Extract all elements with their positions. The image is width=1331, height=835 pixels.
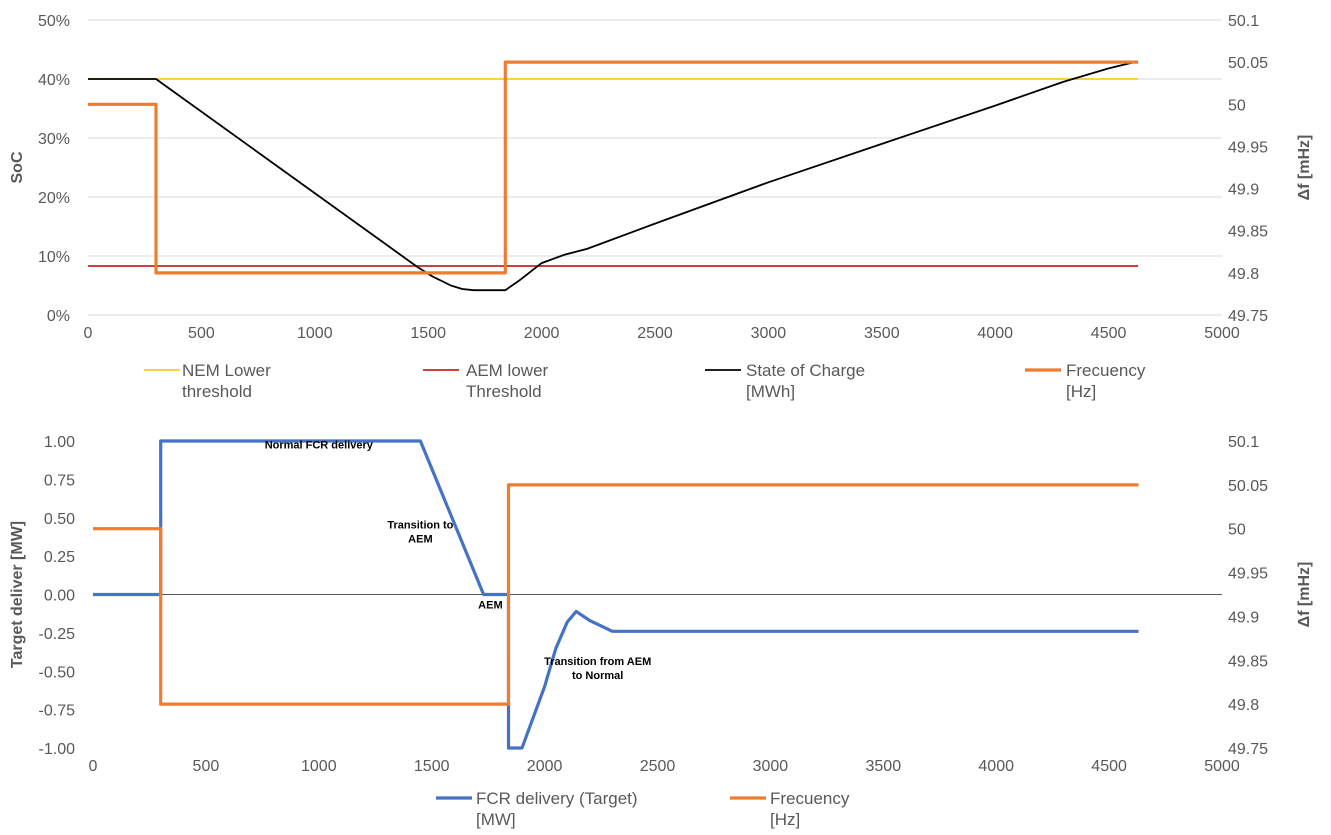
series-line (88, 60, 1139, 292)
x-tick-label: 4500 (1091, 758, 1127, 775)
y2-tick-label: 49.85 (1228, 653, 1268, 670)
y2-tick-label: 50.1 (1228, 13, 1259, 30)
x-tick-label: 2500 (640, 758, 676, 775)
y-tick-label: -0.75 (39, 703, 76, 720)
annotation: Transition from AEM to Normal (544, 656, 651, 682)
x-tick-label: 2500 (637, 325, 673, 342)
x-tick-label: 4000 (978, 758, 1014, 775)
legend-label-line: [MWh] (746, 382, 795, 401)
y-tick-label: 0.50 (44, 511, 75, 528)
y-tick-label: 0.00 (44, 588, 75, 605)
annotation-line: Transition from AEM (544, 656, 651, 668)
x-tick-label: 1000 (301, 758, 337, 775)
y-tick-label: 30% (38, 131, 70, 148)
x-tick-label: 3000 (753, 758, 789, 775)
legend-label-line: State of Charge (746, 361, 865, 380)
y2-tick-label: 49.8 (1228, 266, 1259, 283)
y2-tick-label: 50 (1228, 97, 1246, 114)
y2-tick-label: 50.1 (1228, 434, 1259, 451)
legend-item: Frecuency [Hz] (1025, 361, 1146, 401)
x-tick-label: 500 (188, 325, 215, 342)
x-tick-label: 5000 (1204, 758, 1240, 775)
chart-bottom-target-frequency: -1.00 -0.75 -0.50 -0.25 0.00 0.25 0.50 0.75 1.00… (9, 434, 1313, 829)
y-axis-title: Target deliver [MW] (9, 521, 26, 668)
x-tick-label: 3500 (866, 758, 902, 775)
x-tick-label: 0 (89, 758, 98, 775)
y2-tick-label: 49.8 (1228, 697, 1259, 714)
y-tick-label: 50% (38, 13, 70, 30)
y2-tick-label: 49.95 (1228, 139, 1268, 156)
legend-label: Frecuency [Hz] (770, 789, 850, 829)
x-tick-label: 5000 (1204, 325, 1240, 342)
legend-label: Frecuency [Hz] (1066, 361, 1146, 401)
x-tick-label: 4000 (977, 325, 1013, 342)
legend-item: NEM Lower threshold (144, 361, 271, 401)
legend-label-line: AEM lower (466, 361, 549, 380)
legend-item: FCR delivery (Target) [MW] (436, 789, 638, 829)
x-tick-label: 0 (84, 325, 93, 342)
annotation: Normal FCR delivery (265, 440, 374, 452)
y-tick-label: 0% (47, 308, 70, 325)
y2-tick-label: 50.05 (1228, 478, 1268, 495)
annotation-line: Transition to (387, 519, 453, 531)
legend-label-line: [MW] (476, 810, 516, 829)
x-tick-label: 1500 (410, 325, 446, 342)
chart-top-soc-frequency: 0% 10% 20% 30% 40% 50% 49.75 49.8 49.85 49.9 49.95… (9, 13, 1313, 401)
annotation-line: AEM (478, 599, 502, 611)
x-tick-label: 2000 (524, 325, 560, 342)
legend-label: AEM lower Threshold (466, 361, 549, 401)
y2-tick-label: 50 (1228, 522, 1246, 539)
legend-label-line: [Hz] (1066, 382, 1096, 401)
legend-label-line: NEM Lower (182, 361, 271, 380)
y-tick-label: -1.00 (39, 741, 76, 758)
legend-label: FCR delivery (Target) [MW] (476, 789, 638, 829)
legend-item: State of Charge [MWh] (705, 361, 865, 401)
y-tick-label: 0.25 (44, 549, 75, 566)
y2-tick-label: 49.95 (1228, 566, 1268, 583)
x-tick-label: 3000 (751, 325, 787, 342)
legend-label: NEM Lower threshold (182, 361, 271, 401)
y-axis-title: SoC (9, 151, 26, 183)
y-tick-label: 1.00 (44, 434, 75, 451)
y-tick-label: 40% (38, 72, 70, 89)
annotation: Transition to AEM (387, 519, 453, 545)
x-tick-label: 1500 (414, 758, 450, 775)
series-line (88, 60, 1139, 275)
y-tick-label: -0.25 (39, 626, 76, 643)
x-tick-label: 1000 (297, 325, 333, 342)
y2-tick-label: 49.9 (1228, 182, 1259, 199)
legend-label-line: FCR delivery (Target) (476, 789, 638, 808)
annotation-line: Normal FCR delivery (265, 440, 374, 452)
annotation-line: to Normal (572, 670, 623, 682)
x-tick-label: 3500 (864, 325, 900, 342)
legend-label: State of Charge [MWh] (746, 361, 865, 401)
y-tick-label: -0.50 (39, 664, 76, 681)
legend-item: AEM lower Threshold (423, 361, 549, 401)
y-tick-label: 10% (38, 249, 70, 266)
legend-label-line: [Hz] (770, 810, 800, 829)
y2-tick-label: 50.05 (1228, 55, 1268, 72)
legend-label-line: Frecuency (770, 789, 850, 808)
x-tick-label: 4500 (1091, 325, 1127, 342)
annotation: AEM (478, 599, 502, 611)
y-tick-label: 0.75 (44, 472, 75, 489)
legend-item: Frecuency [Hz] (730, 789, 850, 829)
annotation-line: AEM (408, 533, 432, 545)
series-line (93, 439, 1139, 750)
y2-axis-title: Δf [mHz] (1296, 135, 1313, 201)
legend-label-line: Threshold (466, 382, 542, 401)
y2-tick-label: 49.85 (1228, 224, 1268, 241)
y2-tick-label: 49.75 (1228, 741, 1268, 758)
y2-tick-label: 49.75 (1228, 308, 1268, 325)
series-line (93, 483, 1139, 706)
y2-axis-title: Δf [mHz] (1296, 562, 1313, 628)
x-tick-label: 500 (193, 758, 220, 775)
x-tick-label: 2000 (527, 758, 563, 775)
legend-label-line: threshold (182, 382, 252, 401)
y2-tick-label: 49.9 (1228, 609, 1259, 626)
y-tick-label: 20% (38, 190, 70, 207)
legend-label-line: Frecuency (1066, 361, 1146, 380)
